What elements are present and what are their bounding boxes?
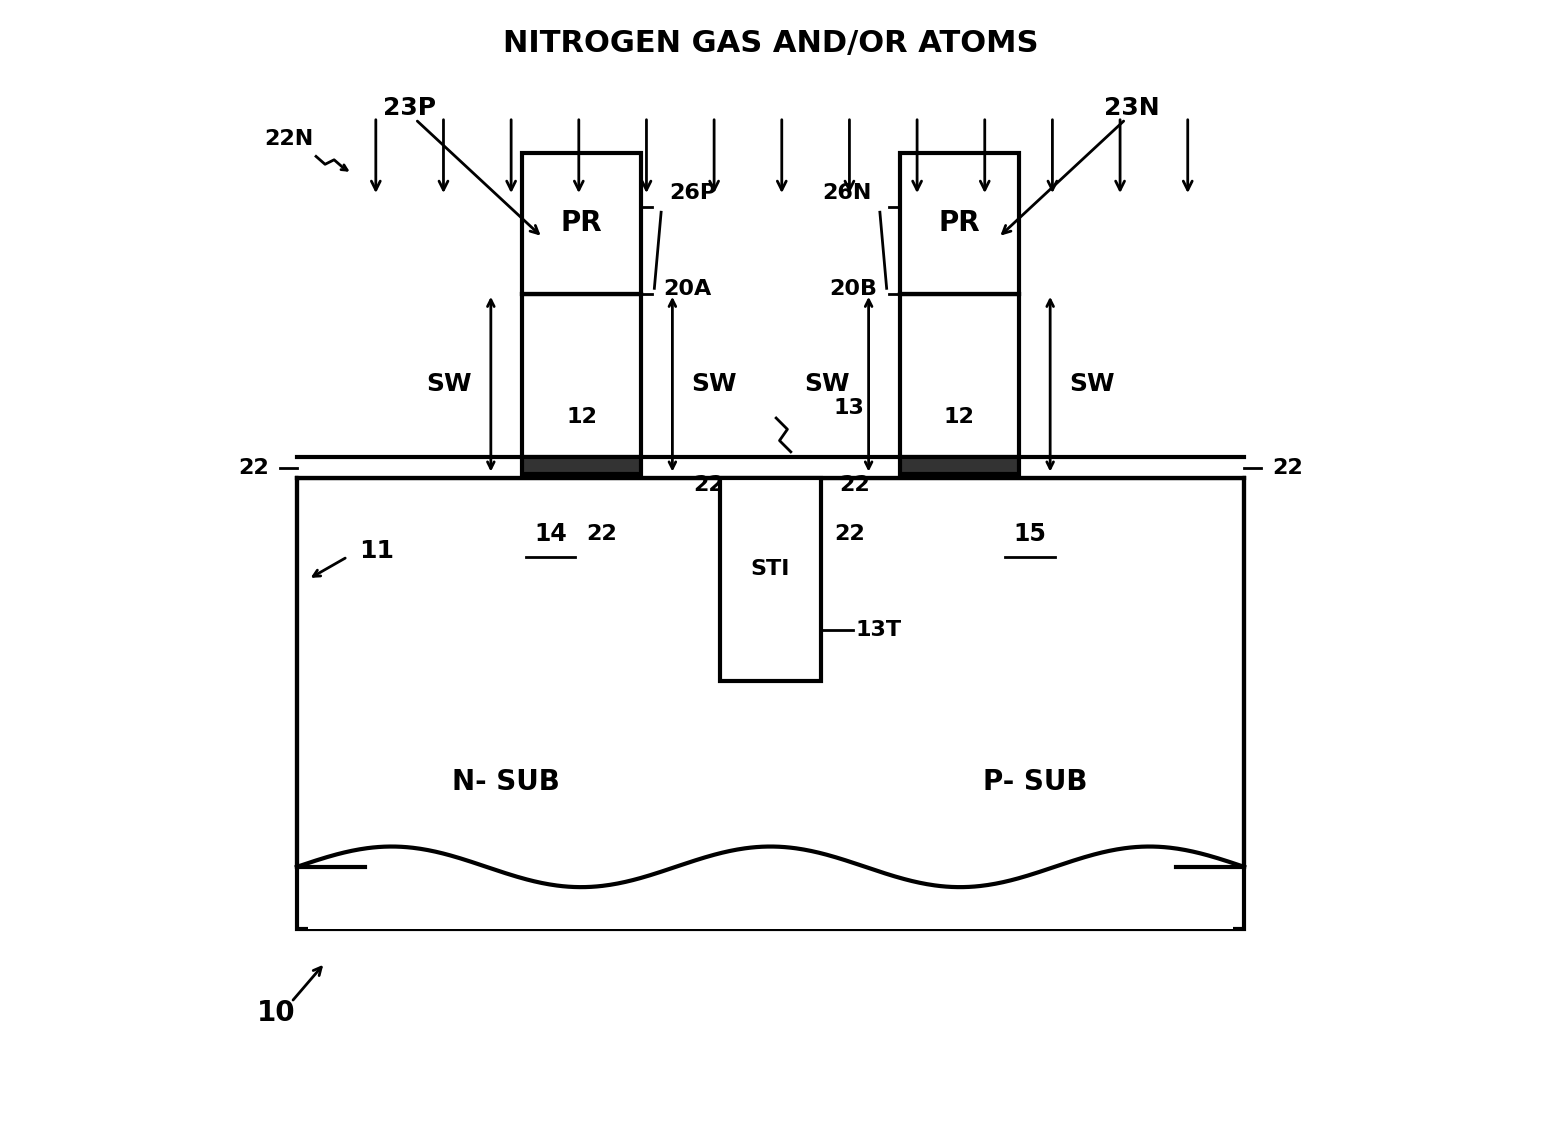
Bar: [297, 459, 1244, 477]
Text: 20A: 20A: [663, 279, 712, 300]
Text: 22: 22: [840, 475, 871, 494]
Text: 22: 22: [1273, 458, 1304, 477]
Bar: [720, 478, 821, 680]
Text: 22: 22: [237, 458, 268, 477]
Bar: [900, 294, 1019, 458]
Text: SW: SW: [692, 373, 737, 396]
Bar: [522, 458, 641, 475]
Text: 26P: 26P: [669, 183, 717, 203]
Text: 22: 22: [834, 524, 865, 544]
Text: N- SUB: N- SUB: [452, 768, 559, 796]
Text: 13: 13: [834, 399, 865, 418]
Text: 10: 10: [257, 1000, 296, 1027]
Text: SW: SW: [804, 373, 849, 396]
Bar: [522, 294, 641, 458]
Bar: [308, 861, 1233, 929]
Bar: [900, 458, 1019, 475]
Text: 14: 14: [535, 523, 567, 546]
Bar: [900, 153, 1019, 294]
Text: NITROGEN GAS AND/OR ATOMS: NITROGEN GAS AND/OR ATOMS: [502, 30, 1039, 58]
Text: 23P: 23P: [384, 95, 436, 120]
Text: 20B: 20B: [829, 279, 878, 300]
Text: 13T: 13T: [855, 620, 901, 640]
Text: PR: PR: [561, 209, 603, 237]
Text: 11: 11: [359, 540, 394, 563]
Text: SW: SW: [1069, 373, 1114, 396]
Bar: [297, 478, 1244, 929]
Text: 12: 12: [566, 407, 596, 427]
Text: 12: 12: [945, 407, 975, 427]
Text: SW: SW: [427, 373, 472, 396]
Text: 23N: 23N: [1103, 95, 1159, 120]
Bar: [522, 153, 641, 294]
Text: 26N: 26N: [823, 183, 872, 203]
Text: PR: PR: [938, 209, 980, 237]
Text: 15: 15: [1014, 523, 1046, 546]
Text: P- SUB: P- SUB: [983, 768, 1088, 796]
Text: 22N: 22N: [265, 130, 314, 150]
Text: 22: 22: [586, 524, 616, 544]
Text: 22: 22: [693, 475, 724, 494]
Text: STI: STI: [750, 559, 791, 579]
